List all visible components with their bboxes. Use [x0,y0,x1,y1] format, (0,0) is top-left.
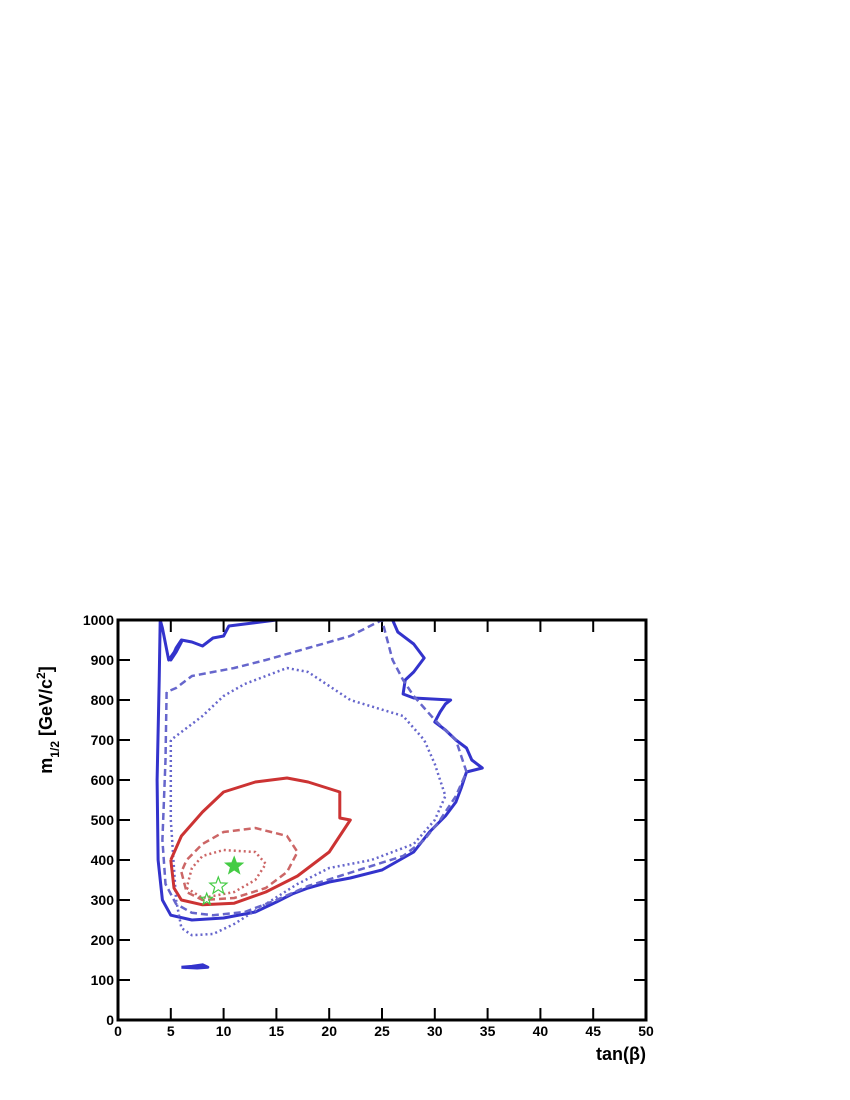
y-tick-label: 100 [91,972,115,988]
x-tick-label: 0 [114,1023,122,1039]
y-tick-label: 700 [91,732,115,748]
x-tick-label: 40 [533,1023,549,1039]
y-axis-label-part: 1/2 [48,741,62,758]
x-tick-label: 20 [321,1023,337,1039]
y-tick-label: 400 [91,852,115,868]
y-tick-label: 500 [91,812,115,828]
contour-line [155,618,484,922]
x-tick-label: 25 [374,1023,390,1039]
y-tick-label: 200 [91,932,115,948]
contour-line [169,666,447,937]
x-tick-label: 10 [216,1023,232,1039]
y-axis-label-part: ] [36,666,56,672]
y-tick-label: 1000 [83,612,114,628]
x-tick-label: 50 [638,1023,654,1039]
contour-line [181,963,210,970]
y-axis-label-part: [GeV/c [36,679,56,741]
y-tick-label: 300 [91,892,115,908]
x-axis-label: tan(β) [596,1044,646,1064]
y-tick-label: 600 [91,772,115,788]
x-tick-label: 30 [427,1023,443,1039]
contour-line [180,826,299,902]
best-fit-star [199,891,215,906]
y-tick-label: 900 [91,652,115,668]
x-tick-label: 35 [480,1023,496,1039]
contour-line [161,618,468,917]
y-tick-label: 0 [106,1012,114,1028]
x-tick-label: 5 [167,1023,175,1039]
best-fit-star [208,875,229,895]
best-fit-star [223,855,245,875]
y-axis-label: m1/2 [GeV/c2] [34,666,62,773]
contour-line [169,776,352,907]
y-tick-label: 800 [91,692,115,708]
x-tick-label: 45 [585,1023,601,1039]
y-axis-label-part: 2 [34,672,48,679]
x-tick-label: 15 [269,1023,285,1039]
plot-frame [116,618,648,1022]
y-axis-label-part: m [36,758,56,774]
